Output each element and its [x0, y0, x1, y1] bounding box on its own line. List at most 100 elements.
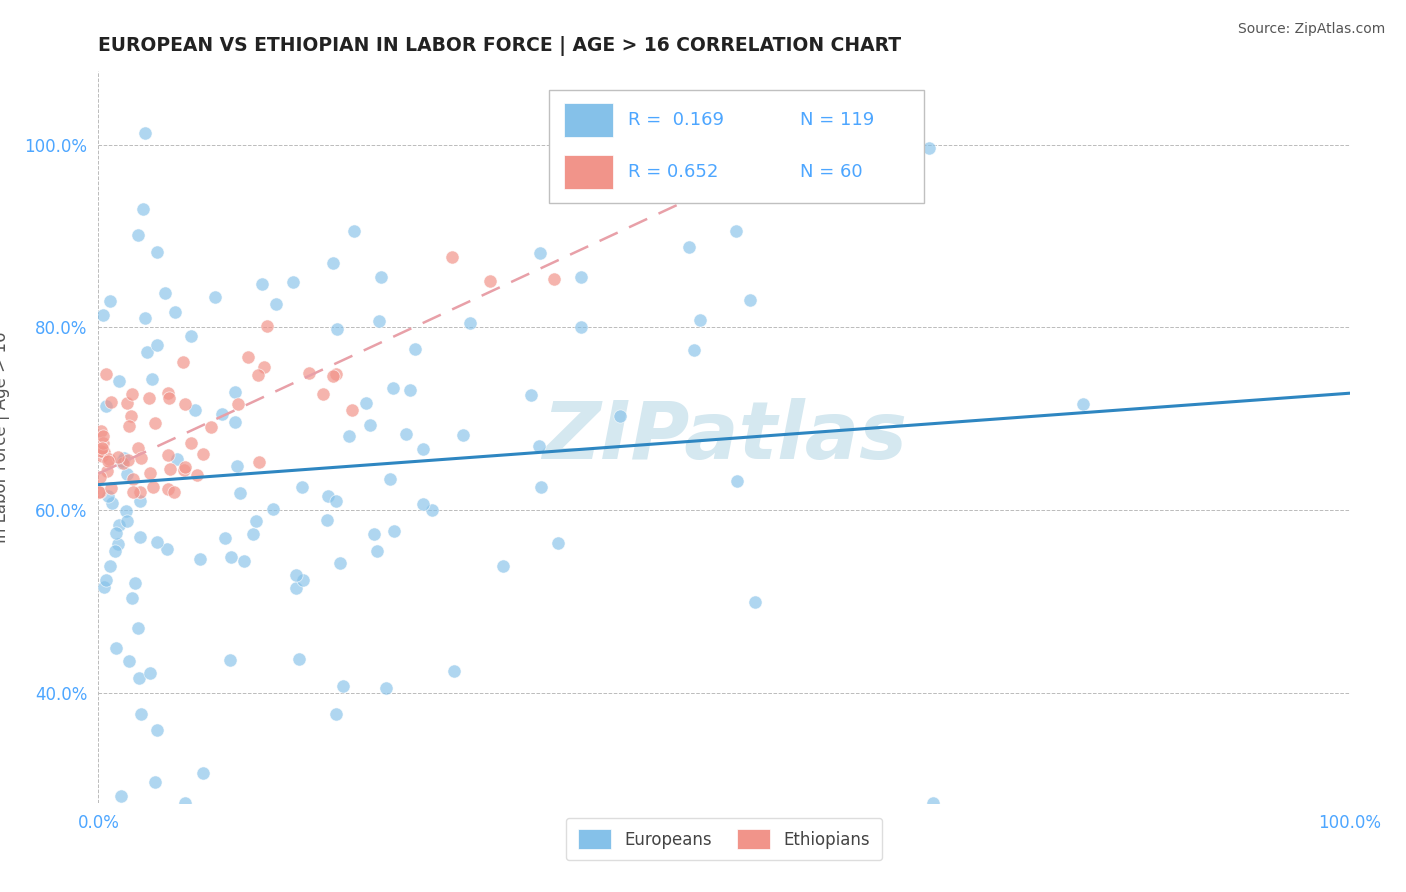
- Point: [689, 312, 711, 326]
- Point: [153, 286, 176, 301]
- Point: [96, 573, 118, 587]
- Point: [226, 397, 249, 411]
- Point: [359, 417, 381, 432]
- Point: [134, 126, 156, 140]
- Point: [678, 239, 700, 253]
- Point: [129, 707, 152, 722]
- Point: [105, 526, 128, 541]
- Point: [108, 518, 131, 533]
- Point: [725, 474, 748, 488]
- Point: [141, 372, 163, 386]
- Point: [129, 451, 152, 466]
- Point: [110, 453, 132, 467]
- Point: [284, 568, 307, 582]
- Point: [90, 449, 112, 463]
- Point: [569, 319, 592, 334]
- Point: [492, 558, 515, 573]
- Point: [224, 384, 246, 399]
- Point: [404, 342, 426, 356]
- Point: [329, 556, 352, 570]
- Point: [166, 452, 188, 467]
- Point: [112, 450, 135, 465]
- Point: [527, 439, 550, 453]
- Point: [118, 419, 141, 434]
- Point: [284, 581, 307, 595]
- Point: [399, 383, 422, 397]
- Point: [292, 574, 315, 588]
- Point: [724, 224, 747, 238]
- Point: [316, 489, 339, 503]
- Point: [110, 789, 132, 804]
- Point: [120, 409, 142, 423]
- Point: [322, 256, 344, 270]
- Point: [117, 453, 139, 467]
- Point: [325, 494, 347, 508]
- Point: [93, 581, 115, 595]
- Point: [744, 595, 766, 609]
- Point: [94, 399, 117, 413]
- Point: [146, 245, 169, 260]
- Point: [242, 527, 264, 541]
- Point: [87, 485, 110, 500]
- Point: [229, 485, 252, 500]
- Point: [111, 456, 134, 470]
- Point: [245, 514, 267, 528]
- Point: [115, 504, 138, 518]
- Point: [124, 576, 146, 591]
- Point: [93, 445, 115, 459]
- Point: [101, 496, 124, 510]
- Legend: Europeans, Ethiopians: Europeans, Ethiopians: [567, 818, 882, 860]
- Point: [738, 293, 761, 308]
- Point: [107, 537, 129, 551]
- Point: [918, 141, 941, 155]
- Point: [128, 493, 150, 508]
- Point: [332, 679, 354, 693]
- Point: [129, 530, 152, 544]
- Point: [283, 275, 305, 289]
- Point: [112, 456, 135, 470]
- Point: [156, 541, 179, 556]
- Point: [232, 554, 254, 568]
- Point: [142, 480, 165, 494]
- Point: [115, 396, 138, 410]
- Point: [609, 409, 631, 423]
- Point: [163, 485, 186, 500]
- Point: [530, 480, 553, 494]
- Point: [219, 550, 242, 565]
- Point: [134, 310, 156, 325]
- Point: [98, 293, 121, 308]
- Point: [443, 664, 465, 678]
- Point: [412, 496, 434, 510]
- Point: [186, 467, 208, 482]
- Point: [180, 435, 202, 450]
- Point: [89, 485, 111, 500]
- Point: [157, 391, 180, 405]
- Point: [458, 317, 481, 331]
- Point: [291, 480, 314, 494]
- Point: [184, 403, 207, 417]
- Point: [138, 666, 160, 681]
- Point: [343, 224, 366, 238]
- Point: [156, 386, 179, 401]
- Point: [156, 482, 179, 496]
- Y-axis label: In Labor Force | Age > 16: In Labor Force | Age > 16: [0, 331, 10, 543]
- Point: [381, 381, 404, 395]
- Point: [921, 796, 943, 810]
- Point: [180, 329, 202, 343]
- Point: [256, 319, 278, 334]
- Point: [121, 591, 143, 606]
- Point: [547, 535, 569, 549]
- Point: [326, 322, 349, 336]
- Point: [163, 305, 186, 319]
- Point: [325, 706, 347, 721]
- Point: [519, 388, 541, 402]
- Point: [108, 374, 131, 388]
- Point: [382, 524, 405, 538]
- Point: [121, 387, 143, 401]
- Point: [138, 392, 160, 406]
- Point: [90, 424, 112, 438]
- Point: [211, 407, 233, 421]
- Point: [135, 345, 157, 359]
- Point: [193, 766, 215, 780]
- Point: [104, 544, 127, 558]
